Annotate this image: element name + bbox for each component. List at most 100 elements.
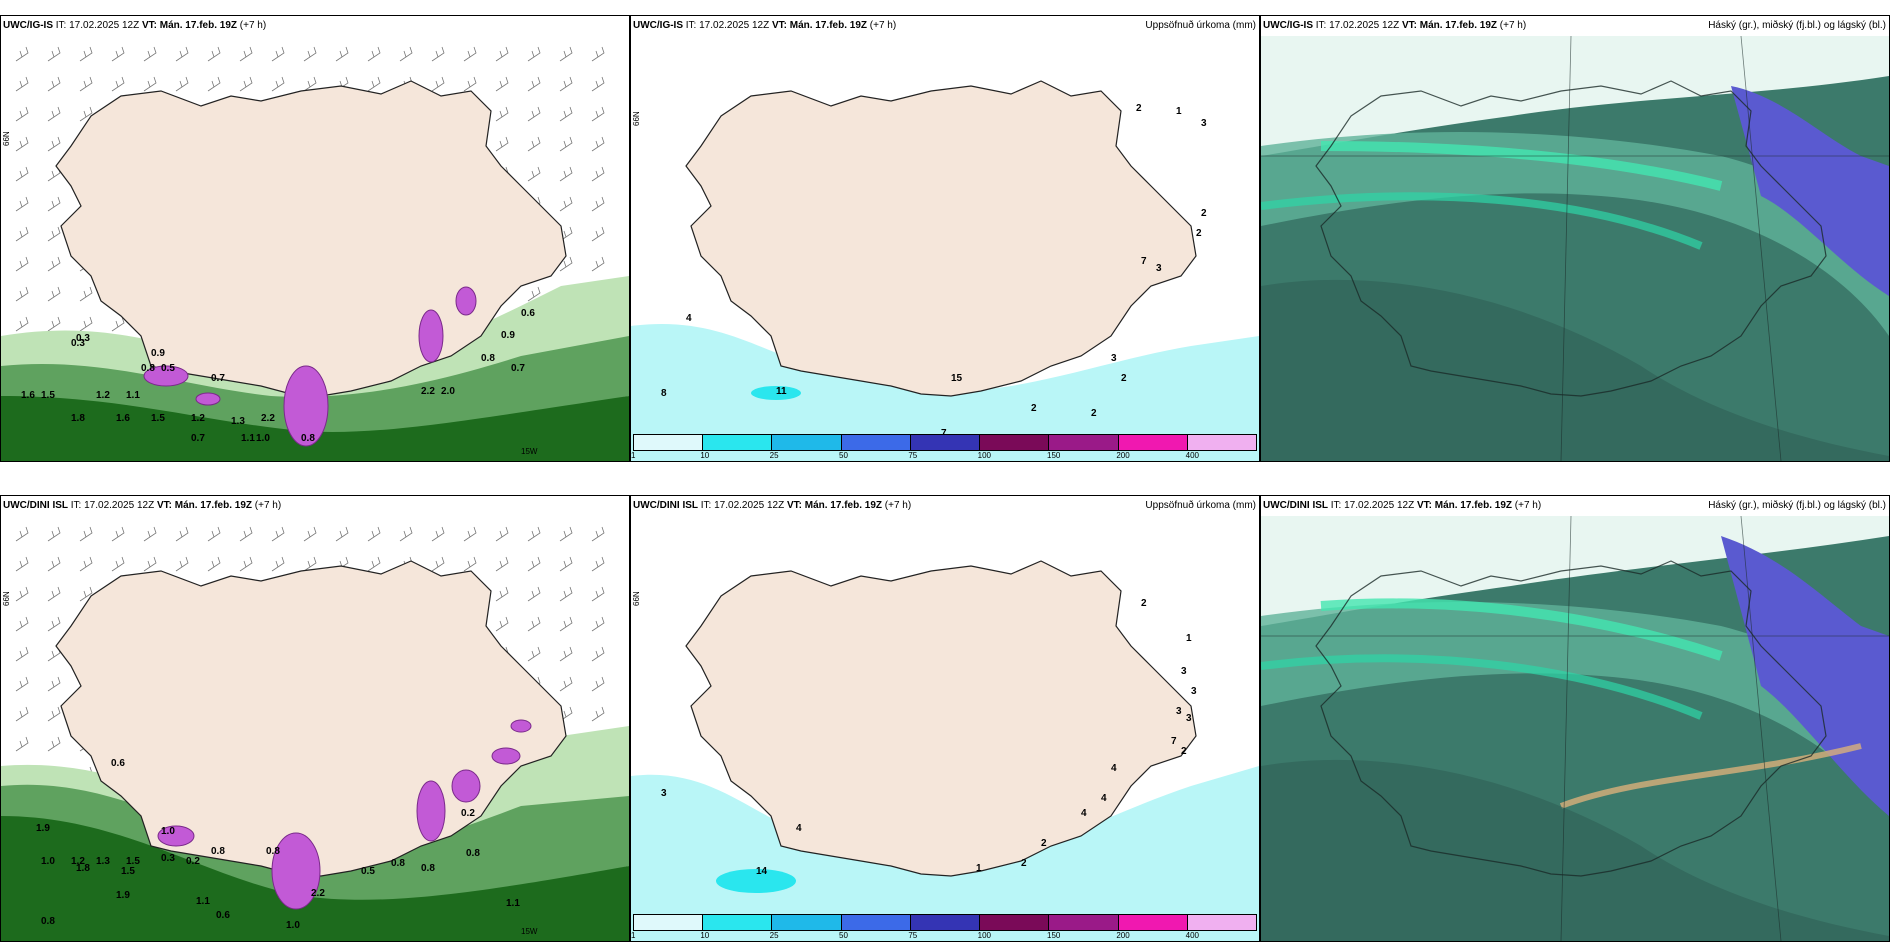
colorbar-swatch (634, 915, 704, 930)
value-label: 3 (1181, 666, 1187, 677)
wind-barb (47, 226, 61, 242)
value-label: 4 (686, 313, 692, 324)
wind-barb (143, 46, 157, 62)
value-label: 0.9 (151, 348, 165, 359)
colorbar-swatch (841, 915, 911, 930)
wind-barb (591, 136, 605, 152)
value-label: 3 (1111, 353, 1117, 364)
panel-title: UWC/DINI ISL IT: 17.02.2025 12Z VT: Mán.… (631, 496, 1259, 516)
wind-barb (175, 76, 189, 92)
cloud-map[interactable] (1261, 516, 1889, 941)
wind-map[interactable]: 0.3 0.9 0.5 0.7 1.6 1.5 1.2 1.1 1.8 1.6 1.5 1.2 1.3 2… (1, 36, 629, 461)
cloud-map[interactable] (1261, 36, 1889, 461)
wind-barb (15, 676, 29, 692)
wind-barb (47, 526, 61, 542)
colorbar-tick: 100 (977, 931, 992, 940)
wind-barb (495, 556, 509, 572)
wind-barb (591, 256, 605, 272)
wind-barb (79, 526, 93, 542)
precip-map[interactable]: 2 1 3 2 2 3 7 4 8 11 15 7 3 2 2 2 66N (631, 36, 1259, 461)
wind-barb (79, 316, 93, 332)
precip-map[interactable]: 213333274442213149114 66N (631, 516, 1259, 941)
value-label: 0.6 (216, 910, 230, 921)
precip-labels: 213333274442213149114 (661, 598, 1197, 927)
wind-barb (559, 706, 573, 722)
colorbar-swatch (1187, 915, 1256, 930)
wind-barb (527, 136, 541, 152)
value-label: 3 (1156, 263, 1162, 274)
wind-barb (559, 76, 573, 92)
wind-barb (591, 646, 605, 662)
wind-barb (111, 526, 125, 542)
value-label: 1.5 (121, 866, 135, 877)
cloud-panel-row2: UWC/DINI ISL IT: 17.02.2025 12Z VT: Mán.… (1260, 495, 1890, 942)
panel-title: UWC/DINI ISL IT: 17.02.2025 12Z VT: Mán.… (1261, 496, 1889, 516)
value-label: 2 (1121, 373, 1127, 384)
wind-barb (495, 76, 509, 92)
value-label: 1.0 (161, 826, 175, 837)
wind-barb (207, 76, 221, 92)
wind-barb (495, 106, 509, 122)
wind-labels: 0.3 0.9 0.5 0.7 1.6 1.5 1.2 1.1 1.8 1.6 1.5 1.2 1.3 2… (21, 308, 535, 444)
colorbar-tick: 1 (631, 931, 636, 940)
wind-barb (47, 616, 61, 632)
colorbar-tick: 10 (700, 451, 710, 460)
value-label: 8 (661, 388, 667, 399)
value-label: 0.8 (391, 858, 405, 869)
colorbar (633, 914, 1257, 931)
lon-label: 15W (521, 447, 538, 456)
wind-barb (495, 136, 509, 152)
wind-barb (431, 76, 445, 92)
wind-barb (559, 256, 573, 272)
value-label: 0.7 (191, 433, 205, 444)
colorbar-tick: 75 (908, 931, 918, 940)
wind-barb (591, 556, 605, 572)
wind-barb (495, 46, 509, 62)
wind-barb (399, 526, 413, 542)
wind-barb (271, 556, 285, 572)
wind-barb (335, 526, 349, 542)
value-label: 1.1 (196, 896, 210, 907)
colorbar-swatch (1187, 435, 1256, 450)
wind-panel-row2: UWC/DINI ISL IT: 17.02.2025 12Z VT: Mán.… (0, 495, 630, 942)
wind-barb (15, 616, 29, 632)
colorbar-swatch (703, 915, 773, 930)
wind-labels: 0.6 1.9 1.8 1.5 1.0 1.2 1.3 1.5 1.9 0.8 0.3 0.2 0.8 0… (36, 758, 520, 931)
wind-barb (591, 676, 605, 692)
wind-barb (15, 556, 29, 572)
wind-map[interactable]: 0.6 1.9 1.8 1.5 1.0 1.2 1.3 1.5 1.9 0.8 0.3 0.2 0.8 0… (1, 516, 629, 941)
wind-barb (399, 46, 413, 62)
value-label: 1.1 (126, 390, 140, 401)
wind-barb (495, 526, 509, 542)
wind-barb (47, 316, 61, 332)
value-label: 3 (1176, 706, 1182, 717)
value-label: 4 (796, 823, 802, 834)
value-label: 0.5 (161, 363, 175, 374)
precip-core (751, 386, 801, 400)
wind-barb (15, 586, 29, 602)
wind-barb (111, 46, 125, 62)
wind-barb (559, 46, 573, 62)
colorbar-tick: 200 (1116, 451, 1130, 460)
lat-label: 66N (2, 131, 11, 146)
colorbar-swatch (703, 435, 773, 450)
colorbar-tick: 150 (1047, 451, 1061, 460)
wind-barb (559, 166, 573, 182)
value-label: 1.8 (76, 863, 90, 874)
lat-label: 66N (632, 591, 641, 606)
wind-barb (15, 256, 29, 272)
wind-barb (527, 646, 541, 662)
wind-barb (463, 526, 477, 542)
value-label: 1.0 (286, 920, 300, 931)
value-label: 1.5 (151, 413, 165, 424)
wind-barb (335, 46, 349, 62)
wind-barb (175, 526, 189, 542)
value-label: 2 (1201, 208, 1207, 219)
wind-barb (143, 556, 157, 572)
precip-panel-row1: UWC/IG-IS IT: 17.02.2025 12Z VT: Mán. 17… (630, 15, 1260, 462)
value-label: 2 (1031, 403, 1037, 414)
value-label: 2 (1091, 408, 1097, 419)
value-label: 1.3 (231, 416, 245, 427)
wind-barb (431, 526, 445, 542)
